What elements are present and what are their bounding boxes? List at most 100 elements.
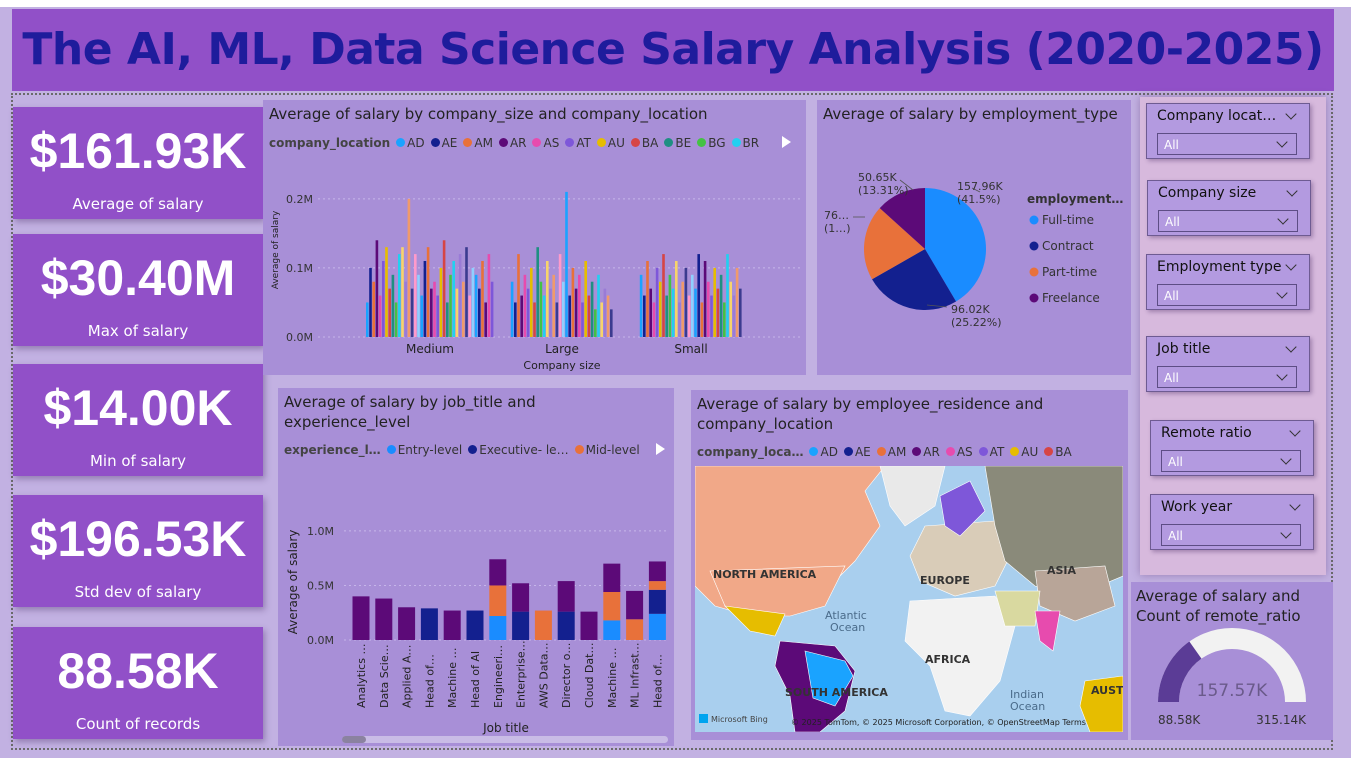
bar[interactable]: [652, 302, 656, 337]
bar[interactable]: [610, 309, 613, 337]
chevron-down-icon[interactable]: [1286, 185, 1298, 197]
bar[interactable]: [574, 288, 578, 337]
bar[interactable]: [691, 274, 694, 337]
slicer-0[interactable]: Company locat… All: [1146, 103, 1310, 159]
bar[interactable]: [539, 281, 543, 337]
bar-segment[interactable]: [626, 590, 644, 620]
bar[interactable]: [694, 288, 697, 337]
bar[interactable]: [382, 261, 385, 337]
chevron-down-icon[interactable]: [1289, 425, 1301, 437]
bar[interactable]: [587, 295, 591, 337]
bar[interactable]: [581, 302, 584, 337]
chevron-down-icon[interactable]: [1276, 369, 1288, 381]
legend-label[interactable]: BG: [708, 136, 726, 150]
bar[interactable]: [735, 267, 739, 337]
slicer-2[interactable]: Employment type All: [1146, 254, 1310, 310]
bar-segment[interactable]: [557, 581, 575, 612]
bar[interactable]: [490, 281, 494, 337]
legend-label[interactable]: Contract: [1042, 239, 1094, 253]
pie-slice[interactable]: [872, 249, 957, 310]
bar[interactable]: [520, 295, 523, 337]
bar-segment[interactable]: [580, 611, 598, 640]
scandinavia-land[interactable]: [939, 480, 986, 537]
legend-label[interactable]: Entry-level: [397, 443, 463, 457]
bar[interactable]: [603, 288, 607, 337]
residence-map-chart[interactable]: Average of salary by employee_residence …: [691, 390, 1128, 740]
legend-label[interactable]: BA: [641, 136, 659, 150]
chevron-down-icon[interactable]: [1276, 287, 1288, 299]
bar-segment[interactable]: [512, 583, 530, 612]
bar[interactable]: [410, 288, 414, 337]
bar[interactable]: [649, 288, 652, 337]
bar[interactable]: [678, 302, 681, 337]
bar[interactable]: [668, 274, 672, 337]
bar-segment[interactable]: [648, 561, 666, 582]
bar-segment[interactable]: [375, 598, 393, 640]
bar-segment[interactable]: [352, 596, 370, 640]
bar-segment[interactable]: [603, 563, 621, 592]
scrollbar-thumb[interactable]: [342, 736, 366, 743]
chevron-down-icon[interactable]: [1285, 259, 1297, 271]
bar[interactable]: [590, 281, 594, 337]
bar[interactable]: [549, 288, 552, 337]
bar[interactable]: [523, 274, 527, 337]
bar[interactable]: [723, 302, 726, 337]
bar[interactable]: [417, 274, 420, 337]
bar[interactable]: [478, 288, 481, 337]
bar[interactable]: [697, 254, 700, 337]
bar[interactable]: [600, 302, 603, 337]
bar-segment[interactable]: [466, 610, 484, 640]
bar[interactable]: [369, 267, 372, 337]
bar[interactable]: [565, 191, 568, 337]
bar[interactable]: [378, 295, 382, 337]
bar[interactable]: [446, 302, 449, 337]
slicer-dropdown[interactable]: All: [1157, 133, 1297, 155]
bar[interactable]: [571, 267, 575, 337]
bar[interactable]: [468, 295, 471, 337]
bar[interactable]: [552, 274, 555, 337]
bar-segment[interactable]: [648, 613, 666, 640]
bar[interactable]: [662, 254, 665, 337]
bar[interactable]: [465, 247, 468, 337]
legend-label[interactable]: BR: [742, 136, 760, 150]
bar-segment[interactable]: [534, 610, 552, 640]
bar[interactable]: [514, 302, 517, 337]
bar[interactable]: [675, 261, 678, 337]
chevron-down-icon[interactable]: [1277, 213, 1289, 225]
chevron-down-icon[interactable]: [1276, 136, 1288, 148]
china-land[interactable]: [1034, 565, 1116, 622]
slicer-4[interactable]: Remote ratio All: [1150, 420, 1314, 476]
bar[interactable]: [536, 247, 539, 337]
bar[interactable]: [394, 302, 398, 337]
legend-next-icon[interactable]: [656, 443, 665, 455]
legend-label[interactable]: AT: [576, 136, 591, 150]
bar-segment[interactable]: [648, 589, 666, 614]
bar[interactable]: [671, 288, 675, 337]
legend-label[interactable]: AU: [1021, 445, 1039, 459]
bar[interactable]: [439, 267, 443, 337]
horizontal-scrollbar[interactable]: [342, 736, 668, 743]
greenland-land[interactable]: [879, 466, 946, 527]
bar[interactable]: [681, 281, 684, 337]
slicer-dropdown[interactable]: All: [1161, 524, 1301, 546]
bar[interactable]: [510, 281, 514, 337]
legend-label[interactable]: AM: [887, 445, 907, 459]
pie-slice[interactable]: [925, 188, 986, 302]
chevron-down-icon[interactable]: [1285, 341, 1297, 353]
bar[interactable]: [578, 274, 581, 337]
slicer-3[interactable]: Job title All: [1146, 336, 1310, 392]
bar[interactable]: [546, 261, 549, 337]
bar[interactable]: [404, 281, 407, 337]
bar[interactable]: [530, 267, 533, 337]
bar[interactable]: [646, 261, 649, 337]
india-land[interactable]: [1034, 610, 1061, 652]
bar[interactable]: [703, 261, 707, 337]
legend-label[interactable]: AE: [441, 136, 458, 150]
bar-segment[interactable]: [603, 592, 621, 621]
bar[interactable]: [562, 281, 565, 337]
legend-label[interactable]: AU: [607, 136, 625, 150]
legend-label[interactable]: AD: [820, 445, 838, 459]
remote-ratio-gauge[interactable]: Average of salary and Count of remote_ra…: [1131, 582, 1333, 740]
bar[interactable]: [710, 295, 713, 337]
legend-label[interactable]: AT: [989, 445, 1005, 459]
